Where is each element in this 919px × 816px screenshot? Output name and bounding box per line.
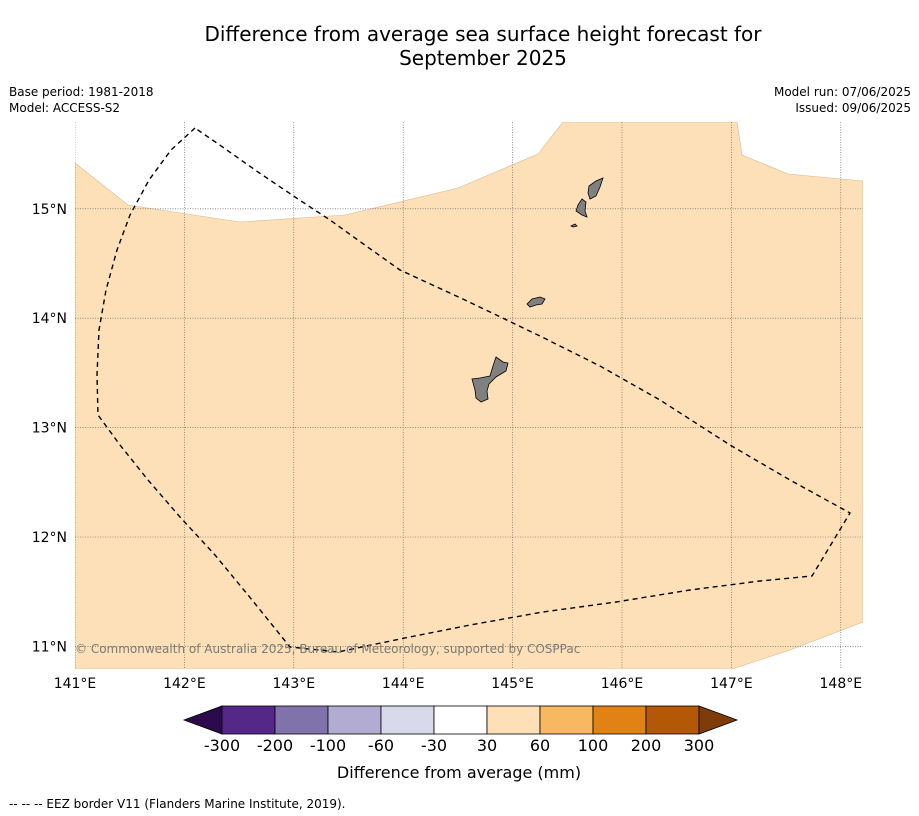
rota-island <box>526 296 546 308</box>
map-area <box>75 122 863 669</box>
colorbar-tick-label: -30 <box>421 736 447 755</box>
colorbar-tick-labels: -300 -200 -100 -60 -30 30 60 100 200 300 <box>204 736 714 755</box>
eez-border <box>96 127 851 653</box>
colorbar-segment <box>221 705 276 735</box>
colorbar-under-arrow <box>182 705 223 735</box>
issued-date-text: Issued: 09/06/2025 <box>795 101 911 115</box>
colorbar-segment <box>380 705 435 735</box>
aguijan-island <box>570 223 578 228</box>
colorbar-tick-label: -100 <box>310 736 346 755</box>
guam-island <box>471 356 509 403</box>
saipan-island <box>587 177 604 200</box>
colorbar-segments <box>182 705 739 735</box>
model-name-text: Model: ACCESS-S2 <box>9 101 121 115</box>
base-period-text: Base period: 1981-2018 <box>9 85 154 99</box>
colorbar-segment <box>539 705 594 735</box>
latitude-tick-label: 11°N <box>32 639 67 655</box>
colorbar-segment <box>327 705 382 735</box>
model-info: Base period: 1981-2018 Model: ACCESS-S2 <box>9 84 154 116</box>
longitude-tick-label: 144°E <box>382 676 425 692</box>
longitude-tick-label: 147°E <box>710 676 753 692</box>
colorbar-tick-label: -60 <box>368 736 394 755</box>
colorbar: -300 -200 -100 -60 -30 30 60 100 200 300 Differen… <box>182 705 739 782</box>
copyright-notice: © Commonwealth of Australia 2025, Bureau… <box>75 642 580 656</box>
longitude-tick-label: 148°E <box>820 676 863 692</box>
model-run-text: Model run: 07/06/2025 <box>773 85 911 99</box>
map-title: Difference from average sea surface heig… <box>0 22 919 70</box>
latitude-tick-label: 15°N <box>32 202 67 218</box>
latitude-tick-label: 13°N <box>32 421 67 437</box>
longitude-tick-label: 141°E <box>54 676 97 692</box>
map-title-line-1: Difference from average sea surface heig… <box>204 22 762 46</box>
run-info: Model run: 07/06/2025 Issued: 09/06/2025 <box>774 84 911 116</box>
latitude-tick-label: 12°N <box>32 530 67 546</box>
longitude-tick-label: 145°E <box>491 676 534 692</box>
colorbar-segment <box>433 705 488 735</box>
gridlines <box>75 122 863 669</box>
longitude-tick-label: 142°E <box>163 676 206 692</box>
colorbar-over-arrow <box>698 705 739 735</box>
colorbar-segment <box>592 705 647 735</box>
colorbar-title: Difference from average (mm) <box>337 763 581 782</box>
colorbar-segment <box>645 705 700 735</box>
colorbar-tick-label: 60 <box>530 736 550 755</box>
colorbar-tick-label: -300 <box>204 736 240 755</box>
colorbar-tick-label: -200 <box>257 736 293 755</box>
longitude-tick-label: 143°E <box>273 676 316 692</box>
colorbar-tick-label: 300 <box>684 736 715 755</box>
anomaly-region-30-60 <box>75 122 863 669</box>
latitude-tick-label: 14°N <box>32 311 67 327</box>
longitude-axis-labels: 141°E 142°E 143°E 144°E 145°E 146°E 147°E 148°E <box>54 676 862 692</box>
colorbar-tick-label: 100 <box>578 736 609 755</box>
map-title-line-2: September 2025 <box>399 46 567 70</box>
eez-border-footnote: -- -- -- EEZ border V11 (Flanders Marine… <box>9 797 346 811</box>
latitude-axis-labels: 15°N 14°N 13°N 12°N 11°N <box>32 202 67 656</box>
colorbar-segment <box>486 705 541 735</box>
colorbar-tick-label: 200 <box>631 736 662 755</box>
colorbar-tick-label: 30 <box>477 736 497 755</box>
colorbar-segment <box>274 705 329 735</box>
tinian-island <box>575 198 588 218</box>
longitude-tick-label: 146°E <box>601 676 644 692</box>
